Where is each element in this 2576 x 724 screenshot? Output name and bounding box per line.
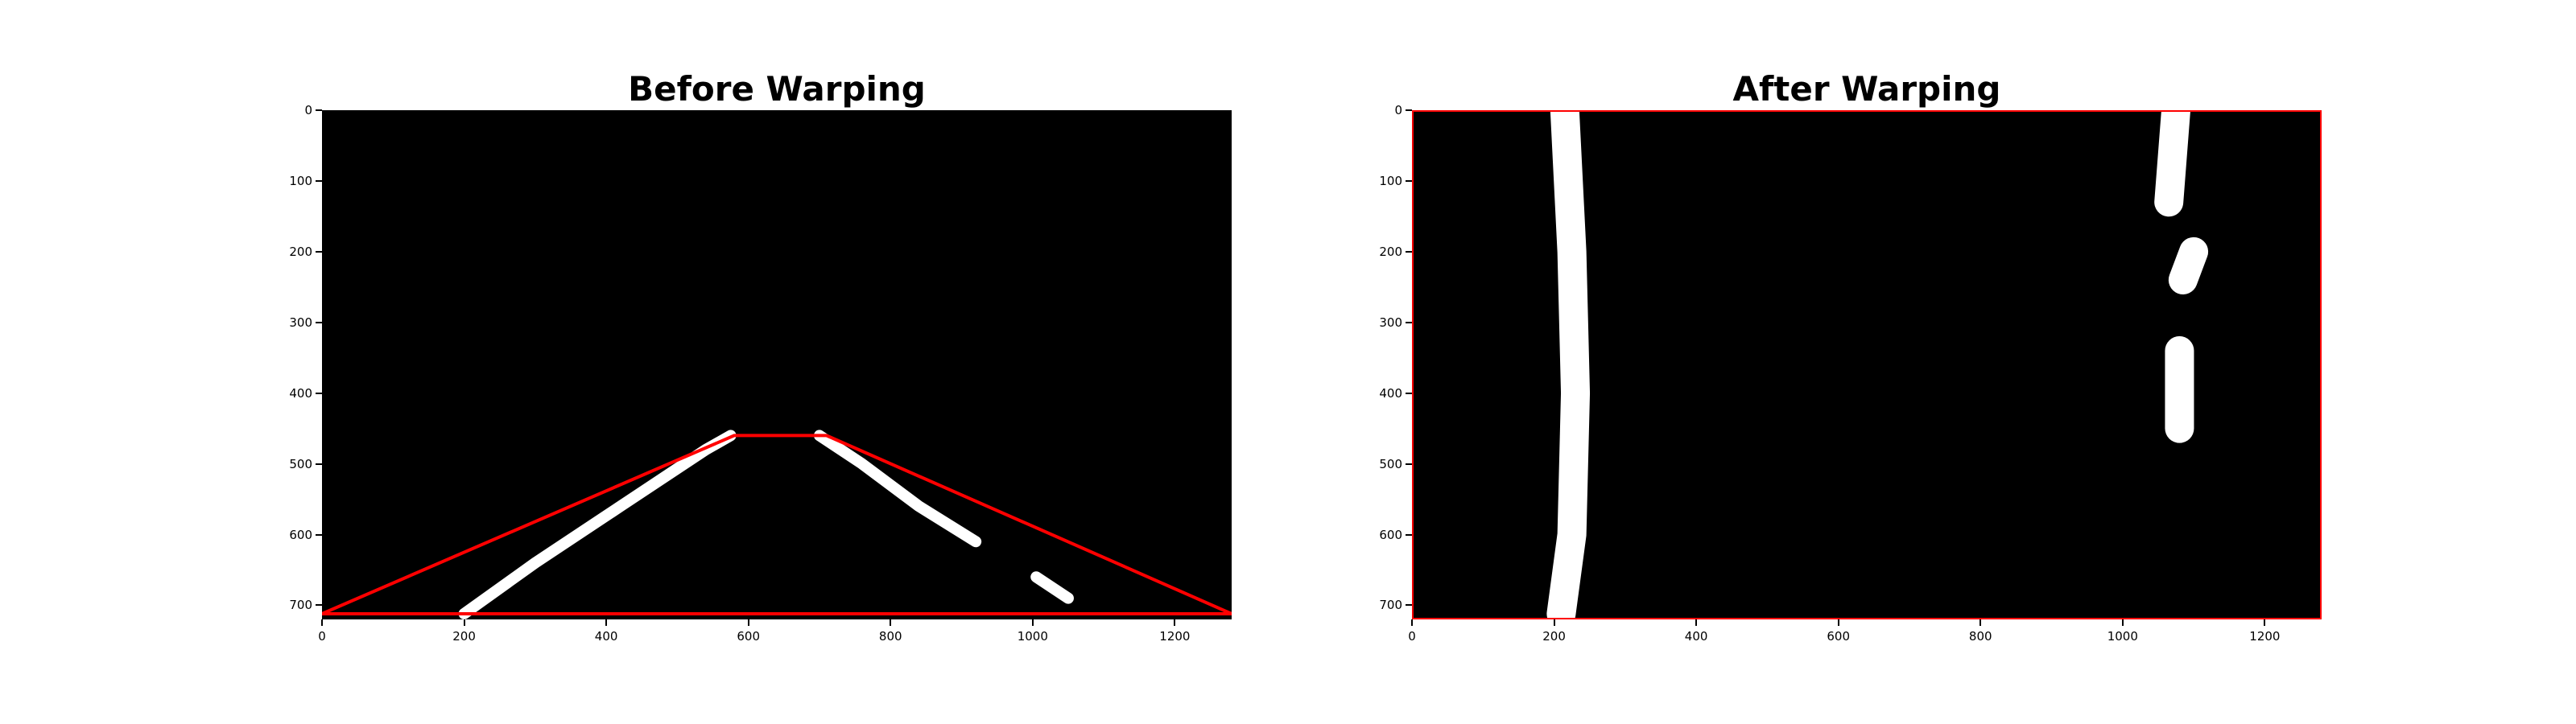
y-tick-label-after: 100 [1379,173,1402,188]
x-tick-mark-before [1031,619,1034,626]
y-tick-mark-before [316,321,322,323]
lane-pixels-after-1 [2154,110,2191,217]
chart-title-after: After Warping [1732,69,2001,109]
plot-area-before [322,110,1232,619]
y-tick-label-after: 300 [1379,315,1402,330]
x-tick-mark-before [1174,619,1176,626]
y-tick-mark-after [1406,109,1412,111]
x-tick-label-before: 400 [594,629,618,644]
x-tick-label-after: 400 [1684,629,1708,644]
x-tick-mark-after [1837,619,1839,626]
y-tick-mark-before [316,533,322,536]
lane-pixels-before-1 [813,430,982,548]
y-tick-label-before: 500 [289,456,312,471]
lane-pixels-after-0 [1546,110,1591,619]
x-tick-label-after: 1200 [2249,629,2281,644]
y-tick-label-before: 200 [289,244,312,259]
lane-pixels-before-0 [458,430,737,619]
x-tick-mark-before [890,619,892,626]
y-tick-label-after: 600 [1379,527,1402,542]
x-tick-label-after: 800 [1968,629,1992,644]
x-tick-label-after: 0 [1408,629,1416,644]
image-canvas-after [1412,110,2322,619]
plot-area-after [1412,110,2322,619]
y-tick-mark-after [1406,392,1412,394]
y-tick-mark-before [316,179,322,182]
y-tick-label-before: 700 [289,598,312,613]
x-tick-mark-after [1553,619,1555,626]
x-tick-mark-before [747,619,749,626]
y-tick-label-after: 500 [1379,456,1402,471]
image-canvas-before [322,430,1232,619]
x-tick-label-before: 1000 [1017,629,1048,644]
y-tick-mark-before [316,109,322,111]
y-tick-mark-before [316,463,322,465]
x-tick-label-after: 200 [1542,629,1566,644]
y-tick-label-after: 700 [1379,598,1402,613]
x-tick-mark-before [463,619,465,626]
x-tick-mark-after [1979,619,1982,626]
y-tick-label-after: 0 [1394,103,1402,117]
y-tick-mark-after [1406,179,1412,182]
x-tick-mark-before [321,619,323,626]
y-tick-mark-after [1406,604,1412,607]
y-tick-mark-after [1406,321,1412,323]
y-tick-label-before: 600 [289,527,312,542]
y-tick-label-before: 100 [289,173,312,188]
overlay-polygon-before [322,434,1232,615]
x-tick-label-before: 200 [452,629,476,644]
y-tick-label-before: 0 [304,103,312,117]
x-tick-label-before: 0 [318,629,326,644]
y-tick-label-after: 400 [1379,385,1402,401]
y-tick-mark-before [316,250,322,253]
y-tick-label-after: 200 [1379,244,1402,259]
y-tick-mark-before [316,604,322,607]
y-tick-mark-after [1406,533,1412,536]
lane-pixels-before-2 [1030,571,1074,604]
y-tick-mark-after [1406,250,1412,253]
x-tick-label-after: 600 [1827,629,1850,644]
x-tick-label-before: 800 [878,629,902,644]
x-tick-label-before: 600 [737,629,760,644]
x-tick-mark-before [605,619,608,626]
x-tick-mark-after [2121,619,2124,626]
chart-title-before: Before Warping [628,69,926,109]
y-tick-mark-after [1406,463,1412,465]
y-tick-mark-before [316,392,322,394]
x-tick-mark-after [1695,619,1698,626]
y-tick-label-before: 300 [289,315,312,330]
y-tick-label-before: 400 [289,385,312,401]
x-tick-mark-after [2264,619,2266,626]
x-tick-label-after: 1000 [2107,629,2138,644]
x-tick-label-before: 1200 [1159,629,1191,644]
x-tick-mark-after [1411,619,1413,626]
lane-pixels-after-2 [2168,237,2209,294]
